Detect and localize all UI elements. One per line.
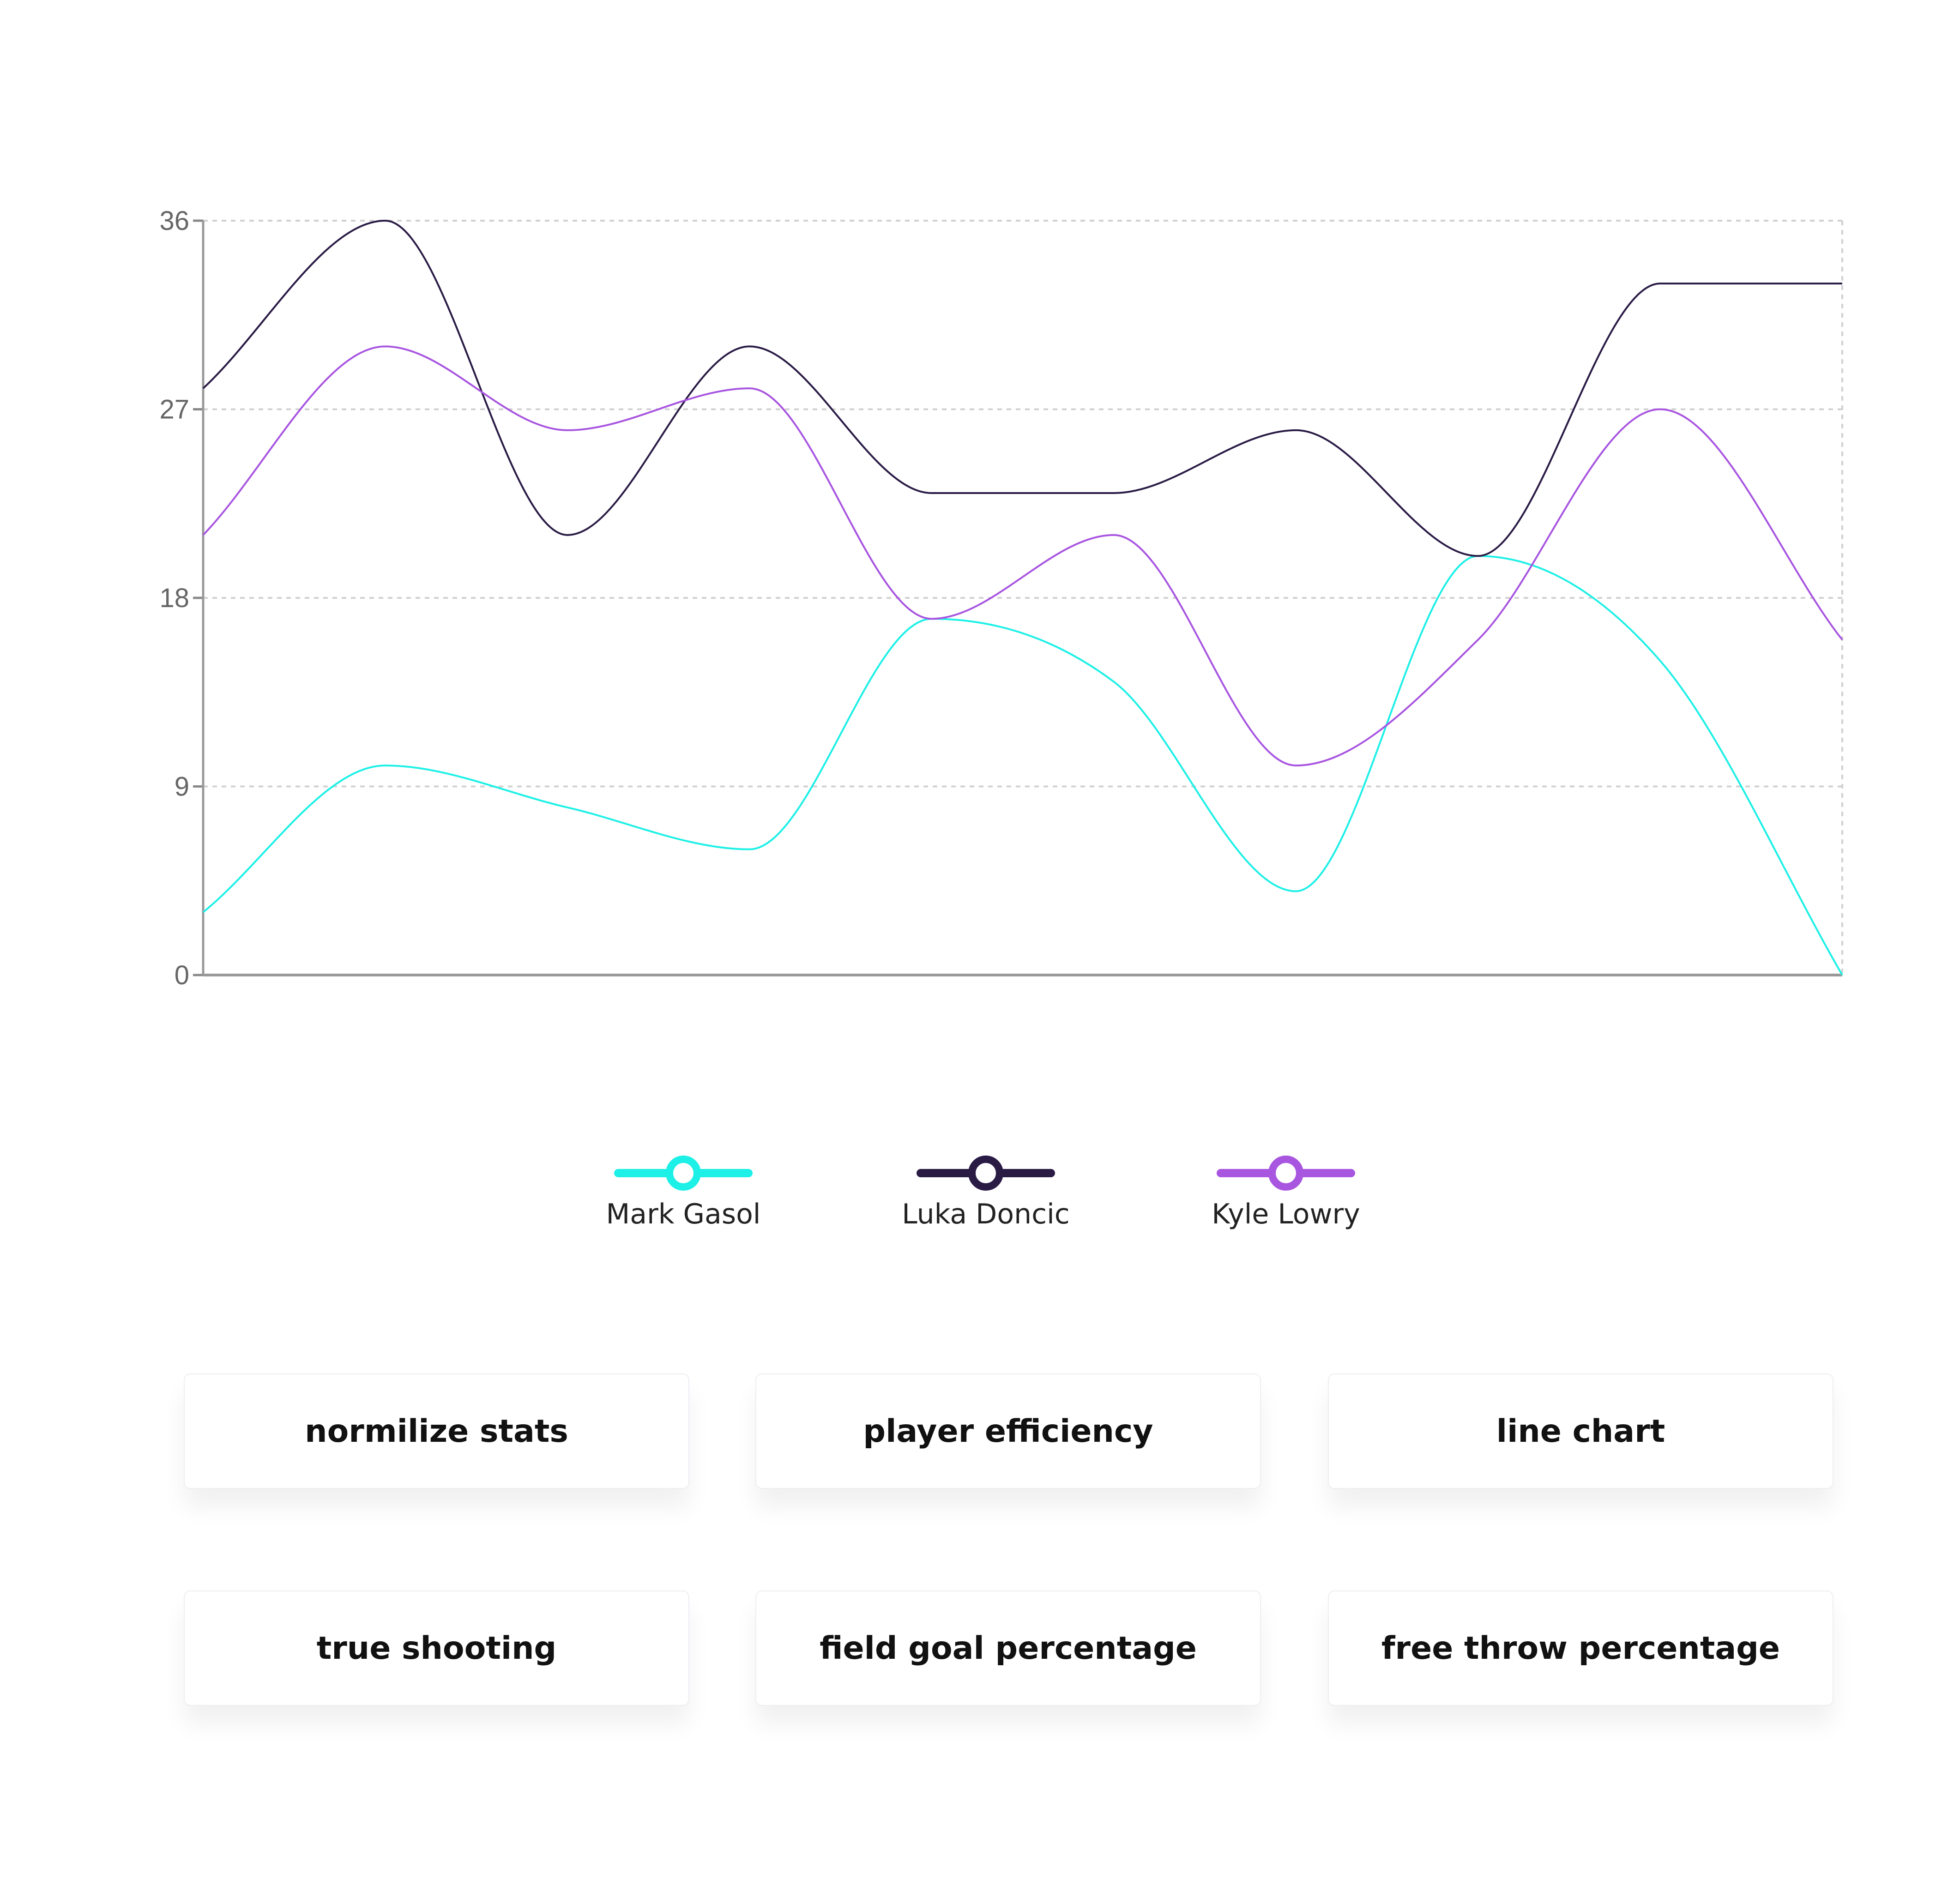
legend-dot-luka-doncic bbox=[968, 1156, 1003, 1191]
line-chart: 0 9 18 27 36 bbox=[159, 206, 1843, 990]
normalize-stats-button[interactable]: normilize stats bbox=[184, 1373, 689, 1489]
legend-label-mark-gasol: Mark Gasol bbox=[606, 1198, 761, 1230]
legend-label-kyle-lowry: Kyle Lowry bbox=[1212, 1198, 1360, 1230]
series-line-mark-gasol bbox=[202, 555, 1843, 976]
legend-dot-mark-gasol bbox=[666, 1156, 701, 1191]
player-efficiency-button[interactable]: player efficiency bbox=[755, 1373, 1261, 1489]
series-lines bbox=[202, 219, 1843, 976]
y-tick-labels: 0 9 18 27 36 bbox=[159, 206, 189, 990]
field-goal-percentage-button[interactable]: field goal percentage bbox=[755, 1590, 1261, 1706]
legend-item-kyle-lowry[interactable]: Kyle Lowry bbox=[1147, 1140, 1424, 1247]
chart-axes bbox=[193, 219, 1842, 976]
y-tick-label-0: 0 bbox=[175, 960, 189, 990]
free-throw-percentage-button[interactable]: free throw percentage bbox=[1328, 1590, 1833, 1706]
y-tick-label-18: 18 bbox=[159, 583, 189, 613]
legend-marker-kyle-lowry bbox=[1217, 1154, 1355, 1191]
series-line-luka-doncic bbox=[202, 219, 1842, 557]
series-line-kyle-lowry bbox=[202, 345, 1843, 767]
legend-marker-luka-doncic bbox=[917, 1154, 1055, 1191]
legend-dot-kyle-lowry bbox=[1268, 1156, 1303, 1191]
legend-label-luka-doncic: Luka Doncic bbox=[902, 1198, 1070, 1230]
legend-marker-mark-gasol bbox=[614, 1154, 753, 1191]
y-tick-label-9: 9 bbox=[175, 772, 189, 802]
legend-item-mark-gasol[interactable]: Mark Gasol bbox=[545, 1140, 822, 1247]
y-tick-label-36: 36 bbox=[159, 206, 189, 236]
chart-legend: Mark Gasol Luka Doncic Kyle Lowry bbox=[0, 1140, 1960, 1247]
legend-item-luka-doncic[interactable]: Luka Doncic bbox=[847, 1140, 1124, 1247]
y-tick-label-27: 27 bbox=[159, 395, 189, 425]
true-shooting-button[interactable]: true shooting bbox=[184, 1590, 689, 1706]
line-chart-button[interactable]: line chart bbox=[1328, 1373, 1833, 1489]
grid-lines bbox=[203, 220, 1843, 975]
